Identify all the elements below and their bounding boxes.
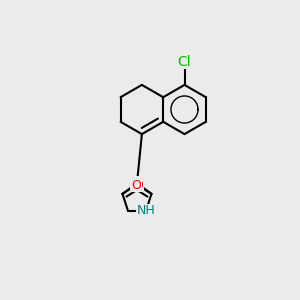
Text: O: O xyxy=(133,179,143,192)
Text: N: N xyxy=(132,177,142,190)
Text: NH: NH xyxy=(136,204,155,218)
Text: Cl: Cl xyxy=(178,55,191,68)
Text: O: O xyxy=(131,179,141,192)
